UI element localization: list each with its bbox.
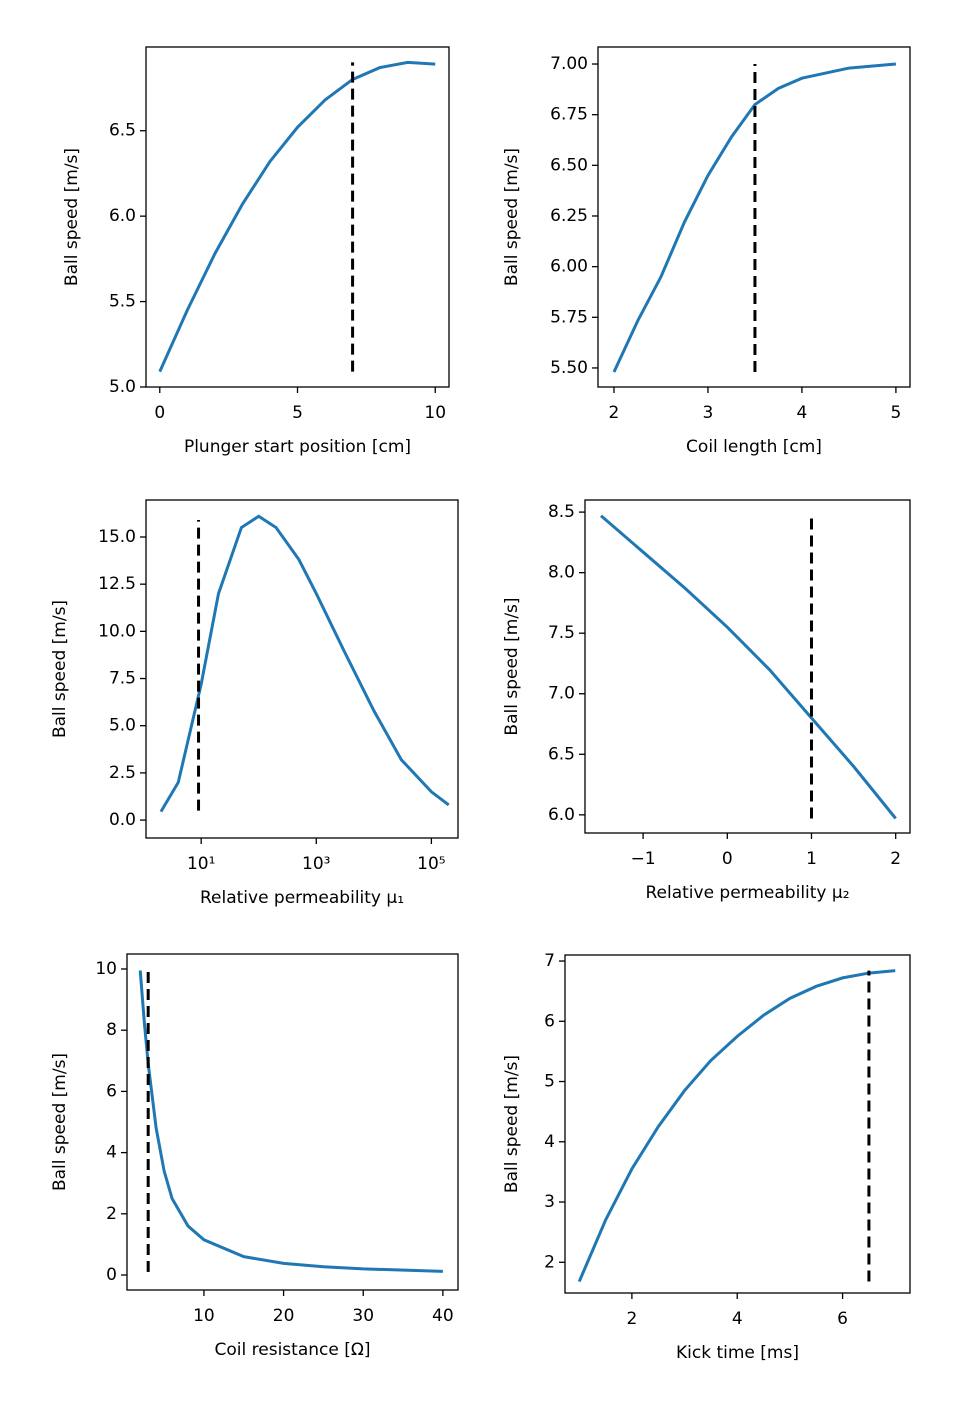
y-tick-label: 0: [106, 1265, 117, 1285]
y-axis-label: Ball speed [m/s]: [62, 148, 82, 286]
curve: [612, 62, 897, 373]
x-axis-label: Relative permeability μ₂: [645, 883, 849, 903]
curve: [158, 60, 436, 373]
x-tick-label: 10: [424, 403, 446, 423]
subplot: 10¹ 10³ 10⁵ 0.0 2.5 5.0 7.5 10.0 12.5 15.0 Relativ…: [50, 499, 459, 908]
y-tick-label: 12.5: [98, 574, 136, 594]
x-tick-label: 2: [609, 403, 620, 423]
curve: [138, 970, 443, 1273]
y-tick-label: 5.50: [550, 358, 588, 378]
y-tick-label: 6.25: [550, 206, 588, 226]
y-tick-label: 6.75: [550, 105, 588, 125]
x-tick-label: 30: [352, 1306, 374, 1326]
y-tick-label: 7: [544, 951, 555, 971]
x-tick-label: 4: [732, 1309, 743, 1329]
x-tick-label: −1: [631, 849, 656, 869]
x-tick-label: 5: [292, 403, 303, 423]
y-tick-label: 3: [544, 1192, 555, 1212]
y-axis-label: Ball speed [m/s]: [50, 600, 70, 738]
x-tick-label: 10⁵: [417, 854, 445, 874]
x-tick-label: 10³: [302, 854, 330, 874]
subplot: −1 0 1 2 6.0 6.5 7.0 7.5 8.0 8.5 Relative permeabi…: [502, 499, 911, 903]
y-tick-label: 5.0: [109, 377, 136, 397]
x-axis-label: Coil resistance [Ω]: [215, 1340, 371, 1360]
curve: [600, 514, 897, 820]
x-tick-label: 3: [703, 403, 714, 423]
y-tick-label: 6.0: [109, 206, 136, 226]
x-axis-label: Relative permeability μ₁: [200, 888, 404, 908]
y-axis-label: Ball speed [m/s]: [502, 597, 522, 735]
x-tick-label: 2: [890, 849, 901, 869]
y-axis-label: Ball speed [m/s]: [502, 148, 522, 286]
curve: [159, 514, 450, 813]
y-tick-label: 10: [95, 959, 117, 979]
x-axis-label: Plunger start position [cm]: [184, 437, 411, 457]
x-axis-label: Kick time [ms]: [676, 1343, 799, 1363]
subplot: 2 3 4 5 5.50 5.75 6.00 6.25 6.50 6.75 7.00 Coil len…: [502, 46, 911, 457]
axes-frame: [126, 953, 459, 1291]
x-tick-label: 5: [890, 403, 901, 423]
x-tick-label: 1: [806, 849, 817, 869]
y-tick-label: 4: [106, 1143, 117, 1163]
axes-frame: [584, 499, 911, 834]
y-tick-label: 7.5: [109, 669, 136, 689]
y-tick-label: 7.0: [548, 684, 575, 704]
y-tick-label: 5.0: [109, 716, 136, 736]
y-tick-label: 5.5: [109, 292, 136, 312]
y-tick-label: 6.5: [548, 744, 575, 764]
x-tick-label: 6: [837, 1309, 848, 1329]
x-axis-label: Coil length [cm]: [686, 437, 822, 457]
subplot: 2 4 6 2 3 4 5 6 7 Kick time [ms] Ball speed [m/s]: [502, 951, 911, 1363]
x-tick-label: 0: [154, 403, 165, 423]
y-tick-label: 8: [106, 1020, 117, 1040]
y-tick-label: 7.00: [550, 54, 588, 74]
axes-frame: [564, 954, 911, 1294]
y-tick-label: 0.0: [109, 810, 136, 830]
axes-frame: [145, 46, 450, 388]
y-axis-label: Ball speed [m/s]: [50, 1053, 70, 1191]
y-tick-label: 6: [544, 1011, 555, 1031]
y-tick-label: 6.50: [550, 155, 588, 175]
x-tick-label: 10: [193, 1306, 215, 1326]
y-tick-label: 10.0: [98, 621, 136, 641]
x-tick-label: 10¹: [187, 854, 215, 874]
y-tick-label: 6.00: [550, 257, 588, 277]
y-tick-label: 6: [106, 1081, 117, 1101]
x-tick-label: 40: [432, 1306, 454, 1326]
y-tick-label: 8.0: [548, 563, 575, 583]
x-tick-label: 4: [797, 403, 808, 423]
x-tick-label: 20: [273, 1306, 295, 1326]
y-tick-label: 6.0: [548, 805, 575, 825]
y-tick-label: 8.5: [548, 502, 575, 522]
y-axis-label: Ball speed [m/s]: [502, 1055, 522, 1193]
axes-frame: [597, 46, 911, 388]
y-tick-label: 2.5: [109, 763, 136, 783]
subplot: 0 5 10 5.0 5.5 6.0 6.5 Plunger start position […: [62, 46, 450, 457]
y-tick-label: 5.75: [550, 307, 588, 327]
curve: [577, 969, 896, 1283]
axes-frame: [145, 499, 459, 839]
y-tick-label: 4: [544, 1132, 555, 1152]
y-tick-label: 5: [544, 1072, 555, 1092]
x-tick-label: 2: [626, 1309, 637, 1329]
y-tick-label: 15.0: [98, 527, 136, 547]
y-tick-label: 6.5: [109, 121, 136, 141]
x-tick-label: 0: [722, 849, 733, 869]
y-tick-label: 2: [544, 1252, 555, 1272]
y-tick-label: 7.5: [548, 623, 575, 643]
y-tick-label: 2: [106, 1204, 117, 1224]
